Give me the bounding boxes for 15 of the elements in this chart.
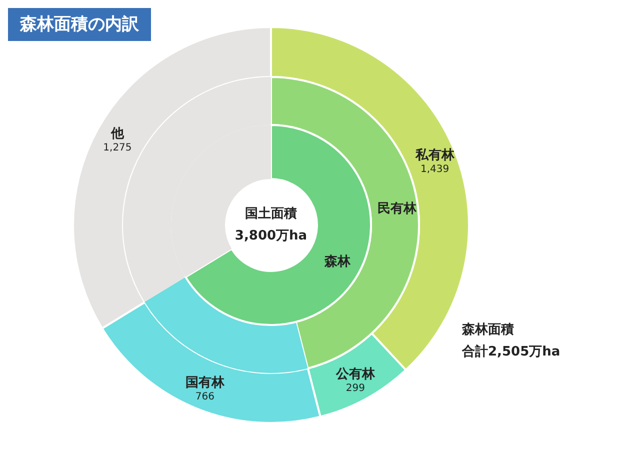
slice-label: 公有林 [334, 366, 376, 382]
data-label: 1,275 [103, 142, 132, 154]
text: 森林面積 [461, 322, 514, 338]
slice-label: 民有林 [378, 202, 418, 217]
slice-label: 他 [110, 126, 125, 142]
chart-title: 森林面積の内訳 [19, 14, 140, 34]
slice-label: 私有林 [414, 148, 456, 164]
text: 国土面積 [245, 206, 297, 222]
slice-label: 国有林 [185, 376, 226, 391]
data-label: 1,439 [420, 164, 450, 176]
text: 合計2,505万ha [461, 344, 560, 360]
data-label: 299 [346, 382, 365, 394]
text: 3,800万ha [234, 228, 308, 244]
slice-label: 森林 [323, 254, 352, 270]
data-label: 766 [195, 392, 214, 403]
